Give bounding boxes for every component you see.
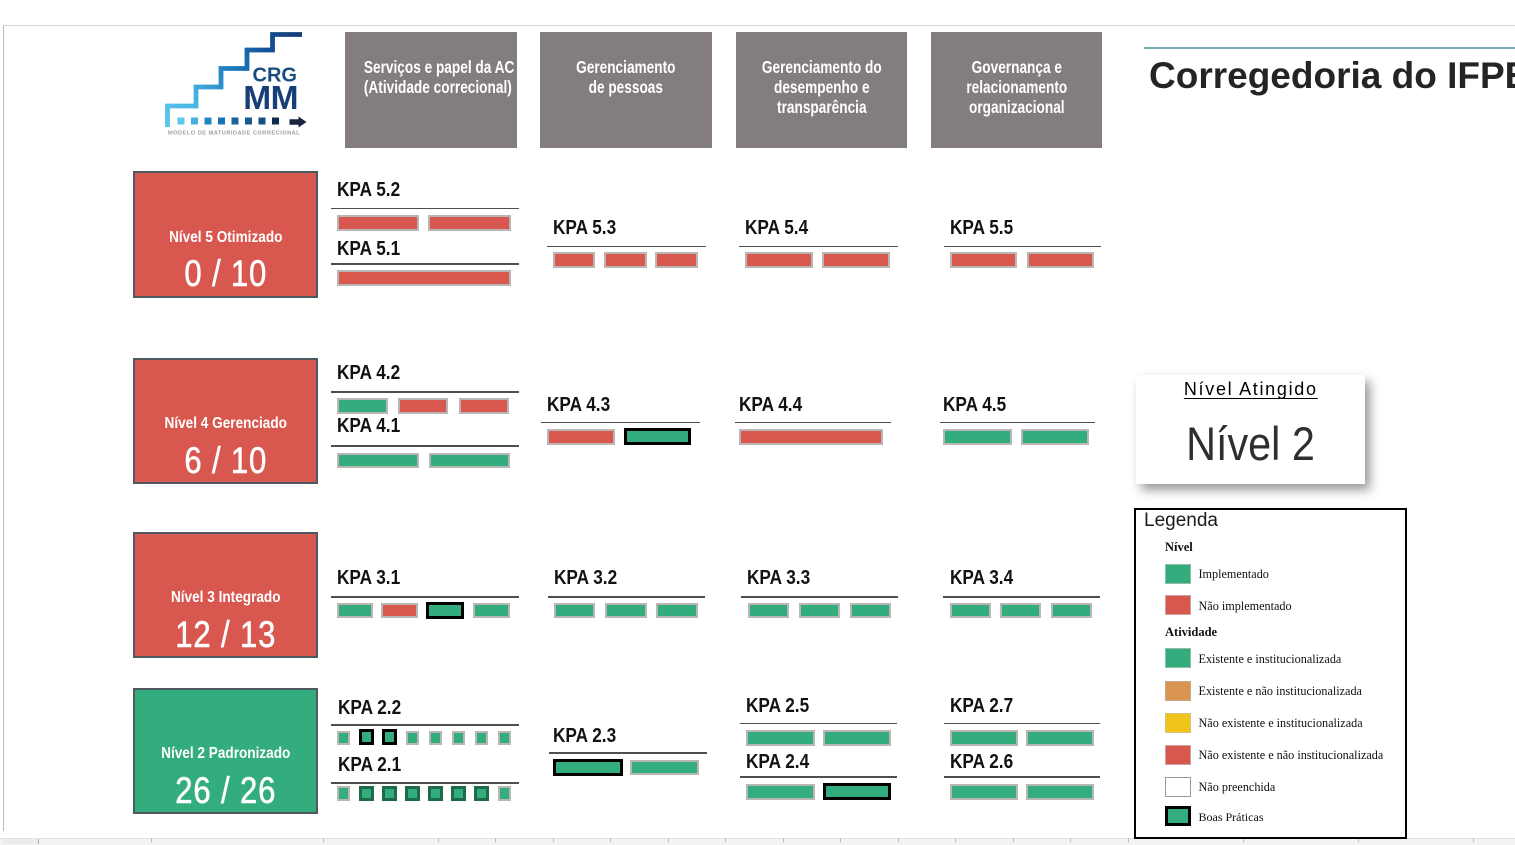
svg-text:MODELO DE MATURIDADE CORRECION: MODELO DE MATURIDADE CORRECIONAL (168, 131, 300, 137)
svg-text:CRG: CRG (253, 65, 297, 87)
svg-text:MM: MM (243, 80, 298, 117)
